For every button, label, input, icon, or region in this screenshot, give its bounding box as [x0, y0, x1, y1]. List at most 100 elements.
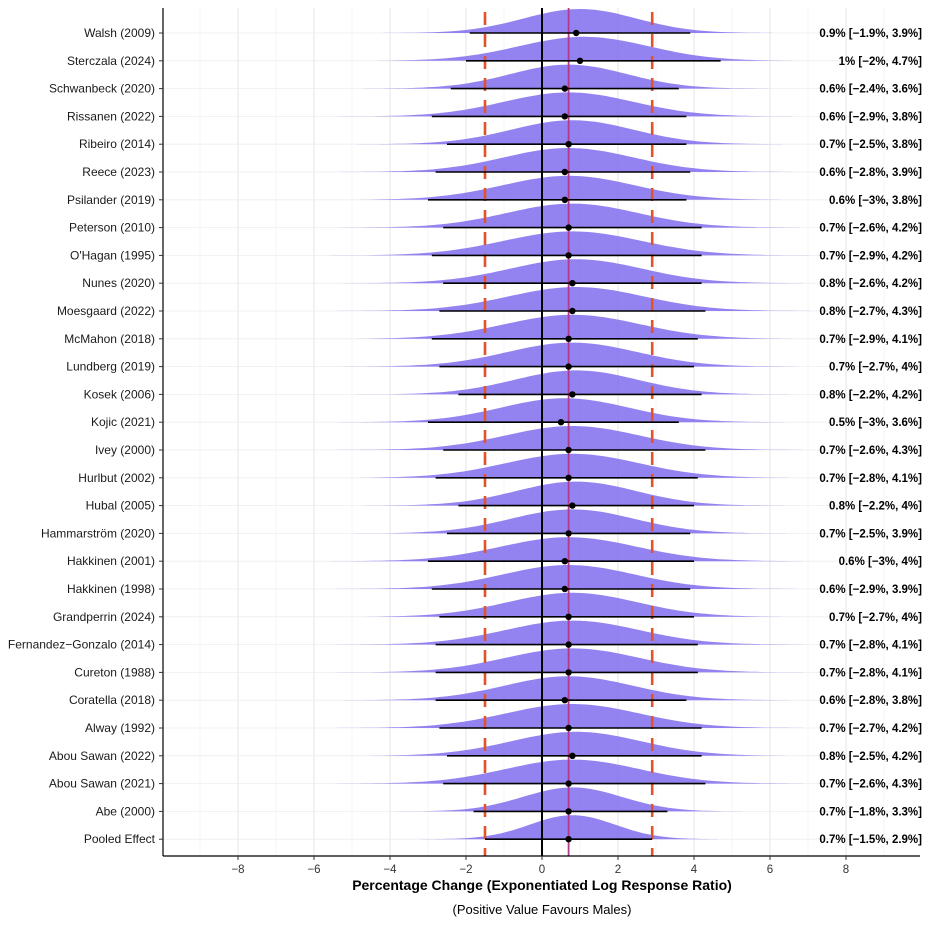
estimate-label: 0.7% [−2.5%, 3.9%] [819, 528, 922, 540]
point-estimates [557, 29, 584, 843]
point-estimate [561, 85, 568, 92]
x-tick-label: −2 [459, 864, 472, 876]
estimate-label: 0.7% [−2.6%, 4.3%] [819, 445, 922, 457]
point-estimate [569, 502, 576, 509]
point-estimate [569, 280, 576, 287]
estimate-label: 0.7% [−1.8%, 3.3%] [819, 806, 922, 818]
study-label: Kosek (2006) [84, 387, 155, 401]
estimate-label: 0.7% [−2.7%, 4%] [829, 612, 922, 624]
estimate-label: 0.9% [−1.9%, 3.9%] [819, 28, 922, 40]
study-label: Lundberg (2019) [66, 360, 155, 374]
point-estimate [561, 196, 568, 203]
study-labels: Walsh (2009) Sterczala (2024) Schwanbeck (… [8, 26, 156, 846]
study-label: Hurlbut (2002) [78, 471, 155, 485]
study-label: Psilander (2019) [67, 193, 155, 207]
study-label: Rissanen (2022) [67, 109, 155, 123]
estimate-label: 0.8% [−2.2%, 4.2%] [819, 389, 922, 401]
density-curve [337, 398, 785, 423]
study-label: Abou Sawan (2022) [49, 749, 155, 763]
point-estimate [557, 419, 565, 426]
estimate-label: 0.7% [−1.5%, 2.9%] [819, 834, 922, 846]
density-curve [334, 287, 810, 311]
estimate-label: 0.8% [−2.7%, 4.3%] [819, 306, 922, 318]
estimate-label: 0.7% [−2.6%, 4.3%] [819, 779, 922, 791]
study-label: Abou Sawan (2021) [49, 777, 155, 791]
point-estimate [569, 307, 576, 315]
estimate-label: 0.7% [−2.6%, 4.2%] [819, 223, 922, 235]
study-label: Alway (1992) [85, 721, 155, 735]
estimate-label: 0.7% [−2.8%, 4.1%] [819, 473, 922, 485]
estimate-label: 0.6% [−2.4%, 3.6%] [819, 84, 922, 96]
x-tick-label: 2 [615, 864, 621, 876]
study-label: Hubal (2005) [86, 499, 155, 513]
density-curve [355, 370, 790, 395]
point-estimate [561, 113, 568, 120]
estimate-label: 0.6% [−3%, 3.8%] [829, 195, 922, 207]
point-estimate [576, 57, 584, 64]
study-label: Peterson (2010) [69, 221, 155, 235]
study-label: Grandperrin (2024) [53, 610, 155, 624]
estimate-label: 0.7% [−2.5%, 3.8%] [819, 139, 922, 151]
x-axis-title: Percentage Change (Exponentiated Log Res… [352, 877, 732, 893]
point-estimate [561, 585, 568, 593]
x-tick-labels: −8 −6 −4 −2 0 2 4 6 8 [231, 864, 849, 876]
point-estimate [565, 780, 572, 787]
point-estimate [569, 391, 576, 398]
study-label: Ivey (2000) [95, 443, 155, 457]
x-tick-label: 0 [539, 864, 545, 876]
point-estimate [565, 836, 572, 843]
study-label: Hakkinen (2001) [67, 554, 155, 568]
density-curve [345, 731, 800, 756]
point-estimate [565, 530, 572, 537]
point-estimate [573, 29, 580, 37]
estimate-label: 0.6% [−2.8%, 3.8%] [819, 695, 922, 707]
point-estimate [565, 446, 572, 454]
density-curve [352, 36, 808, 61]
x-tick-label: 8 [843, 864, 849, 876]
estimate-label: 0.7% [−2.8%, 4.1%] [819, 640, 922, 652]
estimate-label: 0.5% [−3%, 3.6%] [829, 417, 922, 429]
study-label: Hakkinen (1998) [67, 582, 155, 596]
study-label: Kojic (2021) [91, 415, 155, 429]
study-label: Moesgaard (2022) [57, 304, 155, 318]
point-estimate [565, 474, 572, 481]
density-curve [334, 565, 796, 589]
point-estimate [561, 168, 568, 176]
study-label: Schwanbeck (2020) [49, 82, 155, 96]
estimate-label: 0.8% [−2.5%, 4.2%] [819, 751, 922, 763]
point-estimate [565, 252, 572, 259]
axes [159, 8, 920, 860]
x-tick-label: −4 [383, 864, 397, 876]
point-estimate [561, 697, 568, 704]
estimate-labels: 0.9% [−1.9%, 3.9%] 1% [−2%, 4.7%] 0.6% [−2… [819, 28, 922, 846]
point-estimate [565, 724, 572, 732]
point-estimate [565, 669, 572, 676]
study-label: O'Hagan (1995) [70, 248, 155, 262]
study-label: McMahon (2018) [64, 332, 155, 346]
estimate-label: 0.6% [−2.9%, 3.9%] [819, 584, 922, 596]
study-label: Pooled Effect [84, 832, 156, 846]
estimate-label: 0.6% [−2.9%, 3.8%] [819, 111, 922, 123]
estimate-label: 0.6% [−3%, 4%] [839, 556, 923, 568]
estimate-label: 0.8% [−2.2%, 4%] [829, 501, 922, 513]
study-label: Sterczala (2024) [67, 54, 155, 68]
point-estimate [569, 752, 576, 759]
estimate-label: 0.7% [−2.7%, 4%] [829, 362, 922, 374]
density-curve [334, 175, 796, 200]
point-estimate [565, 808, 572, 815]
x-axis-subtitle: (Positive Value Favours Males) [453, 902, 632, 917]
x-tick-label: 6 [767, 864, 773, 876]
study-label: Reece (2023) [82, 165, 155, 179]
density-curve [341, 259, 804, 284]
estimate-label: 0.7% [−2.9%, 4.1%] [819, 334, 922, 346]
density-curve [362, 481, 783, 506]
point-estimate [565, 141, 572, 148]
x-tick-label: −6 [307, 864, 320, 876]
density-curve [327, 537, 803, 562]
point-estimate [565, 224, 572, 231]
estimate-label: 0.7% [−2.7%, 4.2%] [819, 723, 922, 735]
point-estimate [565, 641, 572, 648]
study-label: Fernandez−Gonzalo (2014) [8, 638, 155, 652]
point-estimate [565, 363, 572, 370]
